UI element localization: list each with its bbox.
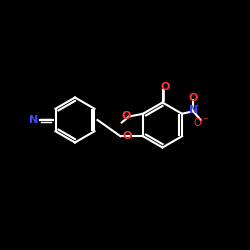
Text: O$^-$: O$^-$ [193,116,209,128]
Text: N: N [30,115,39,125]
Text: $^+$: $^+$ [193,104,200,110]
Text: O: O [160,82,170,92]
Text: O: O [188,93,198,103]
Text: O: O [122,131,132,141]
Text: O: O [121,111,130,121]
Text: N: N [188,105,198,115]
